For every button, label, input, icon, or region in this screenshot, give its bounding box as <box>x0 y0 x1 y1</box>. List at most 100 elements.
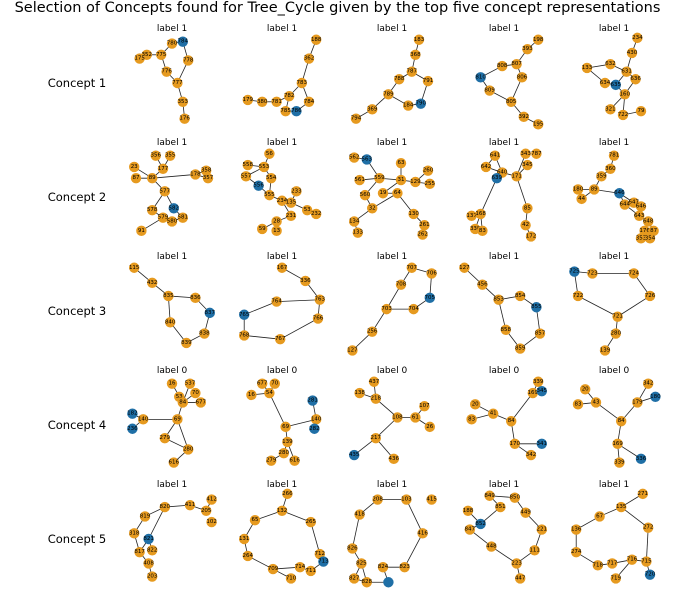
panel-label: label 1 <box>488 480 520 490</box>
panel-label: label 1 <box>598 252 630 262</box>
graph-node: 794 <box>351 113 362 124</box>
graph-node: 234 <box>632 32 643 44</box>
graph-node: 16 <box>166 378 178 389</box>
node-label: 808 <box>497 63 508 69</box>
node-label: 195 <box>533 121 544 127</box>
graph-node: 355 <box>165 150 176 161</box>
graph-node: 763 <box>315 294 326 305</box>
node-label: 188 <box>463 508 474 514</box>
node-label: 726 <box>645 293 656 299</box>
graph-node: 722 <box>573 290 583 302</box>
node-label: 336 <box>636 456 647 462</box>
node-label: 554 <box>266 175 277 181</box>
graph-node: 768 <box>239 330 250 341</box>
node-label: 279 <box>266 458 277 464</box>
node-label: 775 <box>156 52 167 58</box>
node-label: 806 <box>517 74 528 80</box>
node-label: 130 <box>408 211 419 217</box>
graph-node: 767 <box>275 334 286 345</box>
node-label: 704 <box>408 306 419 312</box>
node-label: 839 <box>181 340 192 346</box>
panel-label: label 1 <box>488 252 520 262</box>
graph-node: 826 <box>347 543 358 554</box>
graph-panel: 167 336 764 763 765 766 768 767 <box>239 262 326 345</box>
graph-node: 264 <box>243 550 254 562</box>
node-label: 356 <box>151 153 162 159</box>
graph-node: 677 <box>257 378 268 389</box>
node-label: 855 <box>531 304 542 310</box>
graph-node: 20 <box>470 399 481 410</box>
node-label: 824 <box>378 564 389 570</box>
node-label: 720 <box>645 572 656 578</box>
graph-node: 172 <box>526 231 537 242</box>
graph-panel: 271 67 135 136 272 274 718 717 716 719 715 720 <box>571 488 656 584</box>
graph-node: 717 <box>607 558 618 569</box>
graph-edge <box>280 318 319 340</box>
graph-panel: 437 138 218 107 108 61 26 217 436 435 <box>349 376 435 465</box>
node-label: 134 <box>349 218 360 224</box>
node-label: 23 <box>131 164 138 170</box>
graph-node: 108 <box>392 412 403 423</box>
graph-node: 266 <box>282 488 293 500</box>
node-label: 20 <box>472 401 479 407</box>
node-label: 140 <box>138 416 149 422</box>
node-label: 67 <box>596 513 603 519</box>
node-label: 203 <box>147 574 158 580</box>
node-label: 537 <box>185 381 196 387</box>
graph-node: 369 <box>367 104 378 115</box>
graph-node: 838 <box>199 328 210 339</box>
graph-node: 321 <box>605 104 616 115</box>
node-label: 850 <box>510 495 521 501</box>
panel-label: label 0 <box>266 366 298 376</box>
graph-panel: 707 706 708 705 703 704 256 127 <box>347 262 437 356</box>
graph-node: 719 <box>611 573 622 584</box>
node-label: 418 <box>354 512 365 518</box>
node-label: 644 <box>620 202 631 208</box>
graph-node: 556 <box>253 180 264 191</box>
node-label: 380 <box>257 99 268 105</box>
graph-node: 827 <box>349 573 360 584</box>
node-label: 776 <box>161 69 172 75</box>
node-label: 70 <box>192 390 199 396</box>
graph-node: 198 <box>533 34 544 45</box>
graph-node: 722 <box>618 109 628 121</box>
graph-node: 44 <box>576 193 587 205</box>
graph-node: 41 <box>488 408 499 419</box>
node-label: 266 <box>282 491 293 497</box>
graph-node: 537 <box>185 378 196 389</box>
node-label: 437 <box>369 379 380 385</box>
graph-edge <box>352 514 360 549</box>
node-label: 412 <box>206 497 217 503</box>
node-label: 353 <box>636 235 647 241</box>
node-label: 83 <box>479 228 486 234</box>
node-label: 721 <box>612 314 623 320</box>
graph-edge <box>276 299 320 302</box>
graph-panel: 562 563 63 260 561 559 31 129 255 560 19 64 32 134 130… <box>349 152 436 240</box>
graph-node: 643 <box>634 210 645 221</box>
graph-node: 223 <box>511 558 522 569</box>
graph-node: 718 <box>593 560 604 571</box>
node-label: 707 <box>407 265 418 271</box>
graph-node: 854 <box>515 290 526 302</box>
graph-node: 182 <box>127 408 138 419</box>
node-label: 280 <box>611 331 622 337</box>
node-label: 369 <box>367 106 378 112</box>
graph-node: 133 <box>353 227 364 238</box>
panel-label: label 0 <box>488 366 520 376</box>
node-label: 817 <box>134 549 145 555</box>
graph-node: 178 <box>190 169 201 180</box>
panel-label: label 1 <box>376 480 408 490</box>
graph-node: 103 <box>401 494 412 505</box>
graph-node: 281 <box>307 395 318 406</box>
node-label: 430 <box>627 50 638 56</box>
node-label: 172 <box>526 233 537 239</box>
node-label: 339 <box>614 460 625 466</box>
graph-node: 42 <box>520 220 531 231</box>
graph-panel: 20 342 83 43 179 84 169 339 180 336 <box>572 378 661 468</box>
node-label: 20 <box>582 386 589 392</box>
